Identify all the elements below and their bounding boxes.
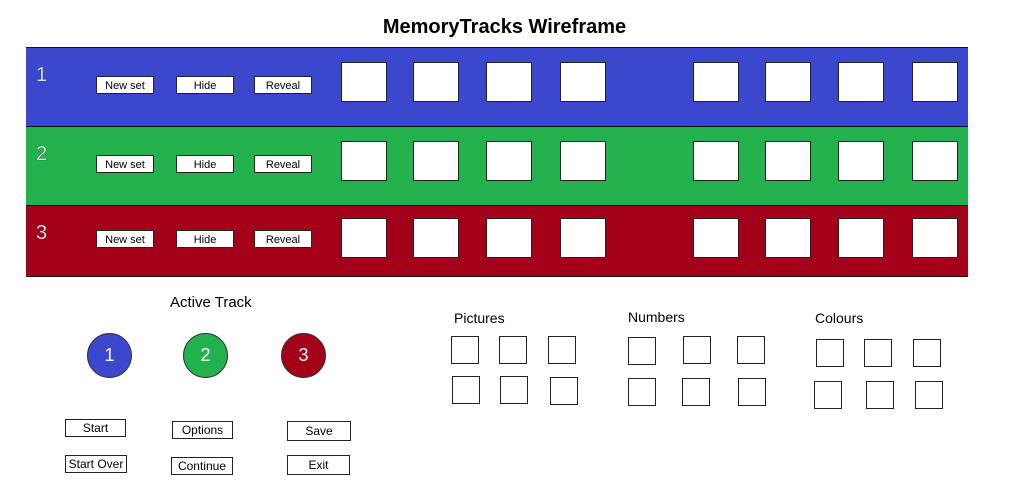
memory-slot[interactable] [693, 62, 739, 102]
memory-slot[interactable] [765, 62, 811, 102]
track-1: 1 New set Hide Reveal [26, 47, 968, 126]
picture-option[interactable] [451, 336, 479, 364]
memory-slot[interactable] [341, 62, 387, 102]
active-track-label: Active Track [170, 294, 252, 311]
memory-slot[interactable] [413, 141, 459, 181]
reveal-button[interactable]: Reveal [254, 230, 312, 248]
memory-slot[interactable] [560, 62, 606, 102]
hide-button[interactable]: Hide [176, 155, 234, 173]
number-option[interactable] [628, 337, 656, 365]
picture-option[interactable] [548, 336, 576, 364]
new-set-button[interactable]: New set [96, 155, 154, 173]
memory-slot[interactable] [341, 141, 387, 181]
track-number: 1 [36, 64, 48, 86]
number-option[interactable] [682, 378, 710, 406]
picture-option[interactable] [499, 336, 527, 364]
new-set-button[interactable]: New set [96, 230, 154, 248]
picture-option[interactable] [500, 376, 528, 404]
memory-slot[interactable] [560, 141, 606, 181]
memory-slot[interactable] [486, 141, 532, 181]
number-option[interactable] [628, 378, 656, 406]
colour-option[interactable] [816, 339, 844, 367]
exit-button[interactable]: Exit [287, 455, 350, 475]
pictures-label: Pictures [454, 310, 505, 326]
page-title: MemoryTracks Wireframe [382, 16, 627, 38]
colour-option[interactable] [913, 339, 941, 367]
colours-label: Colours [815, 310, 864, 326]
track-3: 3 New set Hide Reveal [26, 205, 968, 277]
memory-slot[interactable] [341, 218, 387, 258]
track-number: 2 [36, 143, 48, 165]
picture-option[interactable] [452, 376, 480, 404]
memory-slot[interactable] [838, 218, 884, 258]
active-track-2-button[interactable]: 2 [183, 333, 228, 378]
memory-slot[interactable] [560, 218, 606, 258]
colour-option[interactable] [814, 381, 842, 409]
start-over-button[interactable]: Start Over [65, 455, 127, 473]
memory-slot[interactable] [838, 62, 884, 102]
memory-slot[interactable] [413, 62, 459, 102]
number-option[interactable] [683, 336, 711, 364]
memory-slot[interactable] [912, 141, 958, 181]
active-track-1-button[interactable]: 1 [87, 333, 132, 378]
memory-slot[interactable] [912, 218, 958, 258]
memory-slot[interactable] [765, 141, 811, 181]
save-button[interactable]: Save [287, 421, 351, 441]
colour-option[interactable] [864, 339, 892, 367]
picture-option[interactable] [550, 377, 578, 405]
new-set-button[interactable]: New set [96, 76, 154, 94]
memory-slot[interactable] [486, 218, 532, 258]
start-button[interactable]: Start [65, 419, 126, 437]
memory-slot[interactable] [693, 141, 739, 181]
track-2: 2 New set Hide Reveal [26, 126, 968, 205]
memory-slot[interactable] [486, 62, 532, 102]
reveal-button[interactable]: Reveal [254, 155, 312, 173]
number-option[interactable] [738, 378, 766, 406]
colour-option[interactable] [915, 381, 943, 409]
active-track-3-button[interactable]: 3 [281, 333, 326, 378]
options-button[interactable]: Options [172, 421, 233, 439]
memory-slot[interactable] [838, 141, 884, 181]
colour-option[interactable] [866, 381, 894, 409]
memory-slot[interactable] [413, 218, 459, 258]
memory-slot[interactable] [912, 62, 958, 102]
number-option[interactable] [737, 336, 765, 364]
memory-slot[interactable] [693, 218, 739, 258]
track-number: 3 [36, 222, 48, 244]
hide-button[interactable]: Hide [176, 76, 234, 94]
hide-button[interactable]: Hide [176, 230, 234, 248]
reveal-button[interactable]: Reveal [254, 76, 312, 94]
continue-button[interactable]: Continue [171, 457, 233, 475]
memory-slot[interactable] [765, 218, 811, 258]
numbers-label: Numbers [628, 309, 685, 325]
